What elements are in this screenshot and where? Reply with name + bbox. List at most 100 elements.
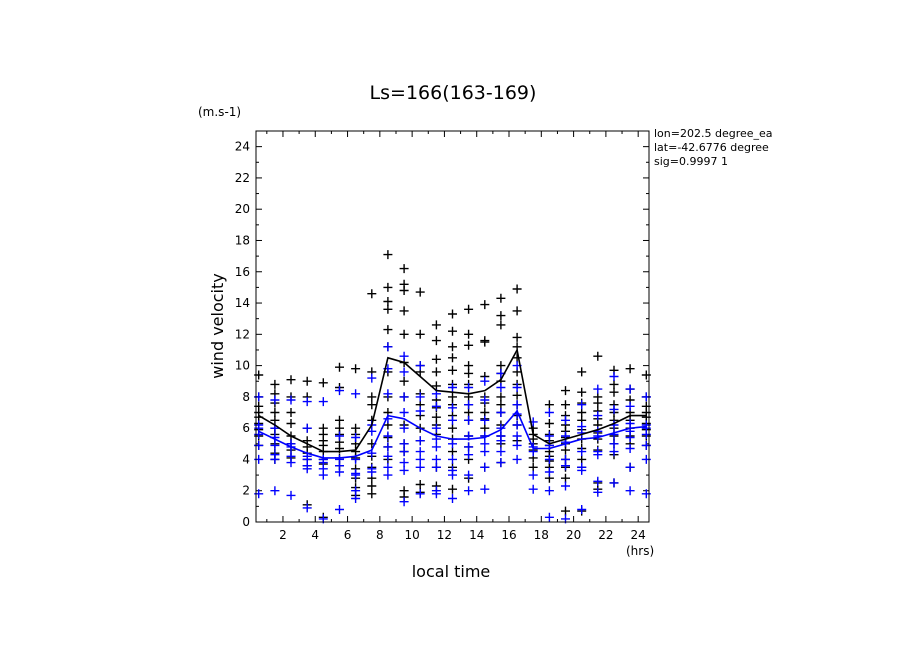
x-tick-label: 22 <box>598 528 613 542</box>
annotation-block: lon=202.5 degree_ea lat=-42.6776 degree … <box>654 127 773 168</box>
data-point-plus <box>593 411 603 421</box>
data-point-plus <box>399 465 409 475</box>
data-point-plus <box>399 286 409 295</box>
data-point-plus <box>448 326 457 336</box>
y-unit-label: (m.s-1) <box>198 105 241 119</box>
data-point-plus <box>383 297 393 306</box>
data-point-plus <box>399 423 409 433</box>
data-point-plus <box>415 392 425 402</box>
plot-marks <box>254 250 651 524</box>
data-point-plus <box>609 372 619 381</box>
data-point-plus <box>609 478 619 488</box>
data-point-plus <box>302 503 312 513</box>
data-point-plus <box>625 419 635 428</box>
data-point-plus <box>496 423 506 433</box>
data-point-plus <box>544 512 554 522</box>
data-point-plus <box>431 462 441 472</box>
data-point-plus <box>464 368 474 378</box>
data-point-plus <box>448 470 457 480</box>
data-point-plus <box>415 489 425 499</box>
data-point-plus <box>512 383 522 392</box>
y-tick-label: 14 <box>235 296 250 310</box>
data-point-plus <box>625 462 635 472</box>
data-point-plus <box>464 383 474 392</box>
data-point-plus <box>270 408 280 417</box>
data-point-plus <box>351 389 361 399</box>
data-point-plus <box>480 423 490 433</box>
x-tick-label: 8 <box>376 528 384 542</box>
y-tick-label: 20 <box>235 202 250 216</box>
data-point-plus <box>480 395 490 405</box>
data-point-plus <box>448 415 457 425</box>
data-point-plus <box>383 325 393 335</box>
data-point-plus <box>318 378 328 388</box>
data-point-plus <box>577 387 587 397</box>
data-point-plus <box>270 395 280 405</box>
data-point-plus <box>577 408 587 417</box>
x-tick-label: 14 <box>469 528 484 542</box>
data-point-plus <box>415 406 425 416</box>
y-tick-label: 4 <box>242 452 250 466</box>
data-point-plus <box>431 367 441 377</box>
data-point-plus <box>577 367 587 377</box>
data-point-plus <box>415 436 425 446</box>
data-point-plus <box>496 447 506 457</box>
data-point-plus <box>448 392 457 402</box>
data-point-plus <box>383 462 393 472</box>
data-point-plus <box>399 439 409 449</box>
data-point-plus <box>383 431 393 441</box>
data-point-plus <box>496 408 506 417</box>
data-point-plus <box>286 490 296 500</box>
data-point-plus <box>431 423 441 433</box>
data-point-plus <box>625 433 635 442</box>
data-point-plus <box>561 400 570 410</box>
data-point-plus <box>561 461 570 471</box>
data-point-plus <box>270 440 280 450</box>
data-point-plus <box>496 293 506 303</box>
data-point-plus <box>448 403 457 413</box>
data-point-plus <box>270 415 280 425</box>
data-point-plus <box>335 505 344 514</box>
data-point-plus <box>544 454 554 464</box>
data-point-plus <box>415 462 425 472</box>
data-point-plus <box>480 462 490 472</box>
data-point-plus <box>448 454 457 464</box>
data-point-plus <box>351 470 361 480</box>
data-point-plus <box>367 489 377 499</box>
x-unit-label: (hrs) <box>626 544 654 558</box>
data-point-plus <box>399 367 409 377</box>
data-point-plus <box>464 400 474 410</box>
data-point-plus <box>415 329 425 339</box>
data-point-plus <box>367 467 377 477</box>
data-point-plus <box>431 336 441 346</box>
data-point-plus <box>544 486 554 496</box>
data-point-plus <box>431 381 441 391</box>
data-point-plus <box>577 505 587 514</box>
data-point-plus <box>480 415 490 425</box>
data-point-plus <box>464 408 474 417</box>
data-point-plus <box>512 420 522 430</box>
data-point-plus <box>593 398 603 408</box>
plot-frame <box>255 130 650 523</box>
data-point-plus <box>496 361 506 371</box>
data-point-plus <box>367 481 377 491</box>
data-point-plus <box>302 423 312 433</box>
data-point-plus <box>302 376 312 386</box>
y-tick-label: 2 <box>242 484 250 498</box>
x-tick-label: 24 <box>631 528 646 542</box>
data-point-plus <box>464 340 474 350</box>
data-point-plus <box>335 431 344 441</box>
data-point-plus <box>351 486 361 496</box>
x-tick-label: 6 <box>344 528 352 542</box>
data-point-plus <box>351 494 361 503</box>
data-point-plus <box>448 365 457 375</box>
annotation-lon: lon=202.5 degree_ea <box>654 127 773 140</box>
data-point-plus <box>399 329 409 339</box>
data-point-plus <box>561 415 570 425</box>
data-point-plus <box>302 464 312 474</box>
data-point-plus <box>383 250 393 260</box>
data-point-plus <box>512 400 522 410</box>
data-point-plus <box>431 354 441 364</box>
data-point-plus <box>496 400 506 410</box>
data-point-plus <box>431 320 441 330</box>
